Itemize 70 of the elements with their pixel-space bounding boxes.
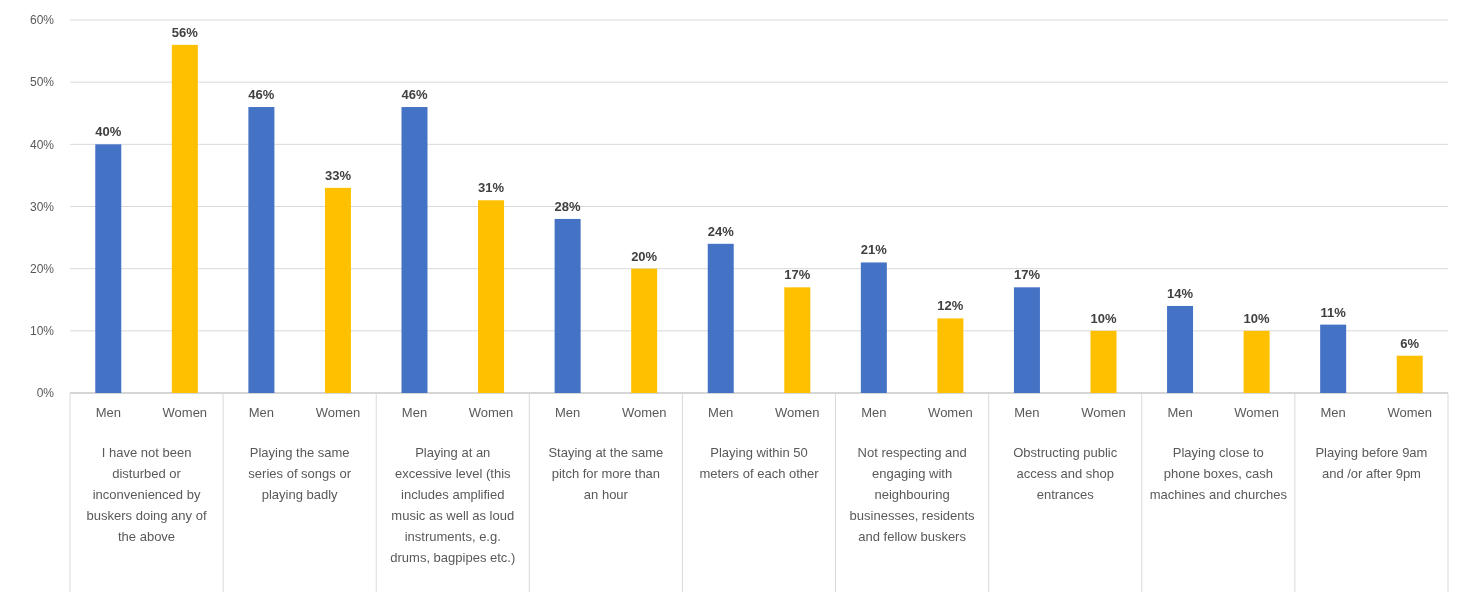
- bar: [937, 318, 964, 393]
- series-label: Women: [315, 405, 361, 420]
- data-label: 17%: [784, 267, 811, 283]
- data-label: 11%: [1320, 304, 1347, 320]
- data-label: 20%: [631, 248, 658, 264]
- text: Men: [248, 405, 275, 420]
- data-label: 46%: [248, 87, 275, 103]
- bar: [631, 268, 658, 393]
- bar: [784, 287, 811, 393]
- text: Men: [708, 405, 734, 420]
- x-tick-label: Playing before 9am and /or after 9pm: [1315, 445, 1428, 481]
- x-tick-label: Playing close to phone boxes, cash machines and churches: [1149, 445, 1288, 502]
- text: Women: [162, 405, 208, 420]
- x-tick-label: Playing the same series of songs or playing badly: [248, 445, 352, 502]
- x-tick-label: I have not been disturbed or inconvenienced by buskers doing any of the above: [86, 445, 207, 544]
- y-tick-label: 0%: [36, 386, 55, 401]
- data-label: 14%: [1167, 285, 1194, 301]
- bar: [171, 44, 198, 393]
- bar: [1013, 287, 1040, 393]
- bar: [248, 107, 275, 393]
- text: Men: [1167, 405, 1193, 420]
- data-label: 46%: [401, 87, 428, 103]
- text: Men: [1014, 405, 1040, 420]
- x-tick-label: Playing within 50 meters of each other: [699, 445, 820, 481]
- text: Men: [861, 405, 887, 420]
- y-tick-label: 10%: [29, 324, 55, 339]
- y-tick-label: 30%: [29, 199, 55, 214]
- data-label: 6%: [1400, 335, 1420, 351]
- text: Women: [928, 405, 973, 420]
- text: Men: [1320, 405, 1346, 420]
- text: Women: [1234, 405, 1279, 420]
- y-tick-label: 20%: [29, 261, 55, 276]
- data-label: 10%: [1243, 310, 1271, 326]
- bar: [324, 187, 351, 393]
- bar: [401, 107, 428, 393]
- text: Women: [621, 405, 667, 420]
- text: Women: [1081, 405, 1126, 420]
- text: Men: [401, 405, 428, 420]
- y-tick-label: 50%: [29, 75, 55, 90]
- bar: [95, 144, 122, 393]
- bar: [478, 200, 505, 393]
- x-tick-label: Staying at the same pitch for more than an hour: [548, 445, 664, 502]
- data-label: 17%: [1013, 267, 1041, 283]
- x-tick-label: Playing at an excessive level (this includes amplified music as well as loud instruments, e.g. drums, bagpipes etc.): [390, 445, 516, 565]
- data-label: 21%: [860, 242, 888, 258]
- y-tick-label: 60%: [29, 13, 55, 28]
- bar: [1243, 330, 1270, 393]
- text: Men: [554, 405, 581, 420]
- bar: [1320, 324, 1347, 393]
- bar: [1090, 330, 1117, 393]
- bar: [1396, 355, 1423, 393]
- data-label: 12%: [937, 298, 964, 314]
- data-label: 24%: [707, 223, 735, 239]
- bar: [707, 243, 734, 393]
- data-label: 28%: [554, 198, 582, 214]
- data-label: 33%: [324, 167, 352, 183]
- x-tick-label: Obstructing public access and shop entrances: [1013, 445, 1118, 502]
- bar: [554, 218, 581, 393]
- bar: [860, 262, 887, 393]
- y-tick-label: 40%: [29, 137, 55, 152]
- text: Women: [1387, 405, 1432, 420]
- data-label: 40%: [95, 124, 122, 140]
- data-label: 10%: [1090, 310, 1117, 326]
- text: Women: [775, 405, 820, 420]
- data-label: 31%: [478, 180, 505, 196]
- text: Women: [468, 405, 514, 420]
- bar: [1167, 305, 1194, 393]
- x-tick-label: Not respecting and engaging with neighbouring businesses, residents and fellow buskers: [849, 445, 976, 544]
- data-label: 56%: [171, 24, 199, 40]
- series-label: Men: [95, 405, 121, 420]
